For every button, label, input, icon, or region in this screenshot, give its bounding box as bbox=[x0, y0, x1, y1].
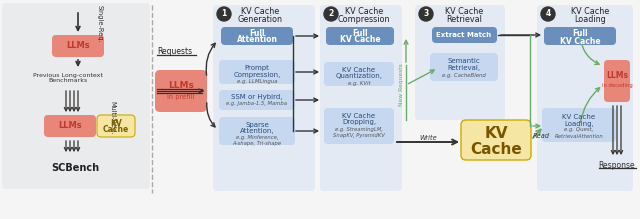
Text: Full: Full bbox=[249, 28, 265, 37]
Text: Sparse: Sparse bbox=[245, 122, 269, 128]
Text: e.g. Quest,: e.g. Quest, bbox=[564, 127, 594, 132]
Text: KV Cache: KV Cache bbox=[340, 35, 380, 44]
Text: Loading,: Loading, bbox=[564, 121, 594, 127]
Text: Cache: Cache bbox=[470, 141, 522, 157]
Text: Read: Read bbox=[532, 133, 550, 139]
Text: KV Cache: KV Cache bbox=[560, 37, 600, 46]
Text: Previous Long-context: Previous Long-context bbox=[33, 72, 103, 78]
FancyBboxPatch shape bbox=[219, 117, 295, 145]
Text: Single-Req.: Single-Req. bbox=[97, 5, 103, 43]
Text: Retrieval: Retrieval bbox=[446, 14, 482, 23]
Text: Quantization,: Quantization, bbox=[335, 73, 383, 79]
Text: in decoding: in decoding bbox=[602, 83, 632, 88]
Text: Attention,: Attention, bbox=[240, 128, 275, 134]
Text: New Requests: New Requests bbox=[399, 64, 403, 106]
Text: KV Cache: KV Cache bbox=[571, 7, 609, 16]
Text: LLMs: LLMs bbox=[606, 71, 628, 79]
FancyBboxPatch shape bbox=[97, 115, 135, 137]
Text: SCBench: SCBench bbox=[51, 163, 99, 173]
Text: LLMs: LLMs bbox=[58, 122, 82, 131]
Text: Dropping,: Dropping, bbox=[342, 119, 376, 125]
Text: Response: Response bbox=[598, 161, 636, 170]
Circle shape bbox=[419, 7, 433, 21]
Text: 1: 1 bbox=[221, 9, 227, 18]
FancyBboxPatch shape bbox=[324, 108, 394, 144]
Text: 2: 2 bbox=[328, 9, 333, 18]
Text: Extract Match: Extract Match bbox=[436, 32, 492, 38]
FancyBboxPatch shape bbox=[219, 90, 295, 110]
Text: KV Cache: KV Cache bbox=[445, 7, 483, 16]
Text: SSM or Hybird,: SSM or Hybird, bbox=[231, 94, 283, 100]
Text: e.g. CacheBlend: e.g. CacheBlend bbox=[442, 72, 486, 78]
Text: A-shape, Tri-shape: A-shape, Tri-shape bbox=[232, 141, 282, 145]
Text: e.g. StreamingLM,: e.g. StreamingLM, bbox=[335, 127, 383, 131]
Text: Compression: Compression bbox=[338, 14, 390, 23]
FancyBboxPatch shape bbox=[542, 108, 616, 142]
Text: Semantic: Semantic bbox=[447, 58, 481, 64]
Text: KV Cache: KV Cache bbox=[563, 114, 596, 120]
FancyBboxPatch shape bbox=[320, 5, 402, 191]
Text: KV Cache: KV Cache bbox=[342, 113, 376, 119]
FancyBboxPatch shape bbox=[2, 3, 150, 189]
Text: 4: 4 bbox=[545, 9, 550, 18]
FancyBboxPatch shape bbox=[326, 27, 394, 45]
Text: Benchmarks: Benchmarks bbox=[49, 78, 88, 83]
Text: Retrieval,: Retrieval, bbox=[447, 65, 481, 71]
Text: Generation: Generation bbox=[237, 14, 282, 23]
Text: KV Cache: KV Cache bbox=[342, 67, 376, 73]
Text: e.g. LLMLingua: e.g. LLMLingua bbox=[237, 78, 277, 83]
FancyBboxPatch shape bbox=[461, 120, 531, 160]
Text: LLMs: LLMs bbox=[66, 41, 90, 51]
Text: e.g. KVit: e.g. KVit bbox=[348, 81, 371, 85]
Text: KV: KV bbox=[484, 127, 508, 141]
Text: 3: 3 bbox=[424, 9, 429, 18]
Text: e.g. Jamba-1.5, Mamba: e.g. Jamba-1.5, Mamba bbox=[227, 101, 287, 106]
Text: Cache: Cache bbox=[103, 125, 129, 134]
Text: KV Cache: KV Cache bbox=[241, 7, 279, 16]
FancyBboxPatch shape bbox=[544, 27, 616, 45]
Text: KV: KV bbox=[110, 118, 122, 127]
Text: e.g. Minference,: e.g. Minference, bbox=[236, 136, 278, 141]
Text: Attention: Attention bbox=[237, 35, 278, 44]
Text: in prefill: in prefill bbox=[168, 94, 195, 100]
Text: LLMs: LLMs bbox=[168, 81, 194, 90]
Text: Compression,: Compression, bbox=[234, 72, 281, 78]
Text: Full: Full bbox=[572, 28, 588, 37]
FancyBboxPatch shape bbox=[213, 5, 315, 191]
Circle shape bbox=[541, 7, 555, 21]
FancyBboxPatch shape bbox=[537, 5, 633, 191]
Text: SnapKV, PyramidKV: SnapKV, PyramidKV bbox=[333, 132, 385, 138]
FancyBboxPatch shape bbox=[219, 60, 295, 84]
FancyBboxPatch shape bbox=[52, 35, 104, 57]
FancyBboxPatch shape bbox=[430, 53, 498, 81]
Text: Requests: Requests bbox=[157, 48, 193, 57]
Text: Multi-Req.: Multi-Req. bbox=[109, 101, 115, 135]
Text: Loading: Loading bbox=[574, 14, 606, 23]
FancyBboxPatch shape bbox=[432, 27, 497, 43]
Text: Write: Write bbox=[419, 135, 437, 141]
FancyBboxPatch shape bbox=[155, 70, 207, 112]
Circle shape bbox=[324, 7, 338, 21]
Text: RetrievalAttention: RetrievalAttention bbox=[555, 134, 604, 138]
FancyBboxPatch shape bbox=[324, 62, 394, 86]
FancyBboxPatch shape bbox=[221, 27, 293, 45]
FancyBboxPatch shape bbox=[44, 115, 96, 137]
FancyBboxPatch shape bbox=[604, 60, 630, 102]
Text: Full: Full bbox=[352, 28, 368, 37]
Text: KV Cache: KV Cache bbox=[345, 7, 383, 16]
Circle shape bbox=[217, 7, 231, 21]
Text: Prompt: Prompt bbox=[244, 65, 269, 71]
FancyBboxPatch shape bbox=[415, 5, 505, 120]
